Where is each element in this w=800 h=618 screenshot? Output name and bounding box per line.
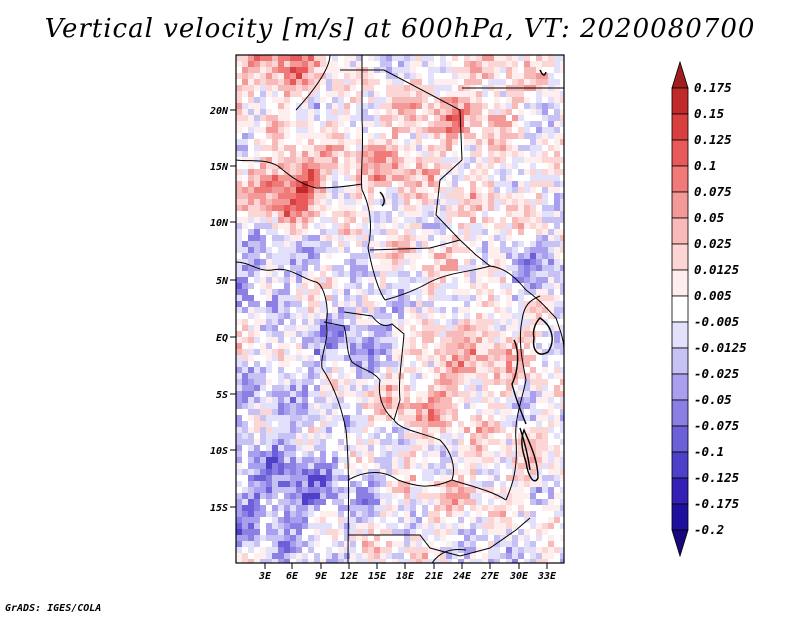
colorbar-bin <box>671 451 689 479</box>
colorbar-label: 0.05 <box>694 210 725 225</box>
colorbar-label: -0.005 <box>694 314 740 329</box>
colorbar-bin <box>671 269 689 297</box>
lat-tick-label: 15S <box>210 503 228 514</box>
lon-tick-label: 12E <box>340 571 359 582</box>
lon-tick-label: 18E <box>396 571 415 582</box>
colorbar-label: 0.15 <box>694 106 725 121</box>
colorbar-bin <box>671 425 689 453</box>
lon-tick-label: 24E <box>452 571 472 582</box>
colorbar-bin <box>671 529 689 558</box>
colorbar-label: 0.0125 <box>694 262 740 277</box>
colorbar-label: -0.075 <box>694 418 740 433</box>
colorbar-label: 0.025 <box>694 236 732 251</box>
grads-credit: GrADS: IGES/COLA <box>5 603 102 614</box>
lat-tick-label: 5S <box>216 390 228 401</box>
colorbar-bin <box>671 87 689 115</box>
lat-tick-label: 20N <box>209 106 229 117</box>
colorbar-bin <box>671 191 689 219</box>
country-borders <box>236 55 564 563</box>
colorbar-bin <box>671 347 689 375</box>
colorbar-label: -0.125 <box>694 470 740 485</box>
plot-title: Vertical velocity [m/s] at 600hPa, VT: 2… <box>44 14 756 44</box>
longitude-axis: 3E 6E 9E 12E 15E 18E 21E 24E 27E 30E 33E <box>258 563 557 582</box>
colorbar-label: -0.05 <box>694 392 732 407</box>
colorbar-bin <box>671 165 689 193</box>
lon-tick-label: 33E <box>537 571 557 582</box>
colorbar-bin <box>671 139 689 167</box>
colorbar-bin <box>671 477 689 505</box>
colorbar-bin <box>671 295 689 323</box>
colorbar-label: 0.075 <box>694 184 732 199</box>
lon-tick-label: 3E <box>258 571 272 582</box>
colorbar: 0.175 0.15 0.125 0.1 0.075 0.05 0.025 0.0125 0.0… <box>671 60 747 558</box>
velocity-field <box>236 55 564 563</box>
colorbar-label: 0.005 <box>694 288 732 303</box>
lon-tick-label: 6E <box>286 571 299 582</box>
colorbar-bin <box>671 399 689 427</box>
lon-tick-label: 15E <box>368 571 387 582</box>
colorbar-label: 0.175 <box>694 80 732 95</box>
lon-tick-label: 21E <box>424 571 444 582</box>
colorbar-bin <box>671 373 689 401</box>
colorbar-bin <box>671 113 689 141</box>
colorbar-label: -0.1 <box>694 444 724 459</box>
colorbar-bin <box>671 217 689 245</box>
lon-tick-label: 27E <box>480 571 500 582</box>
lon-tick-label: 30E <box>509 571 529 582</box>
lake-outlines <box>379 69 553 482</box>
colorbar-label: -0.025 <box>694 366 740 381</box>
lat-tick-label: EQ <box>216 333 228 344</box>
colorbar-bin <box>671 60 689 89</box>
colorbar-bin <box>671 243 689 271</box>
colorbar-label: 0.125 <box>694 132 732 147</box>
lat-tick-label: 5N <box>216 276 229 287</box>
lat-tick-label: 10N <box>210 218 229 229</box>
colorbar-label: 0.1 <box>694 158 717 173</box>
colorbar-label: -0.0125 <box>694 340 747 355</box>
colorbar-bin <box>671 321 689 349</box>
colorbar-label: -0.175 <box>694 496 740 511</box>
colorbar-label: -0.2 <box>694 522 724 537</box>
lat-tick-label: 10S <box>210 446 228 457</box>
map-frame <box>235 54 565 564</box>
latitude-axis: 20N 15N 10N 5N EQ 5S 10S 15S <box>209 106 236 514</box>
lon-tick-label: 9E <box>315 571 328 582</box>
lat-tick-label: 15N <box>210 162 229 173</box>
colorbar-bin <box>671 503 689 531</box>
